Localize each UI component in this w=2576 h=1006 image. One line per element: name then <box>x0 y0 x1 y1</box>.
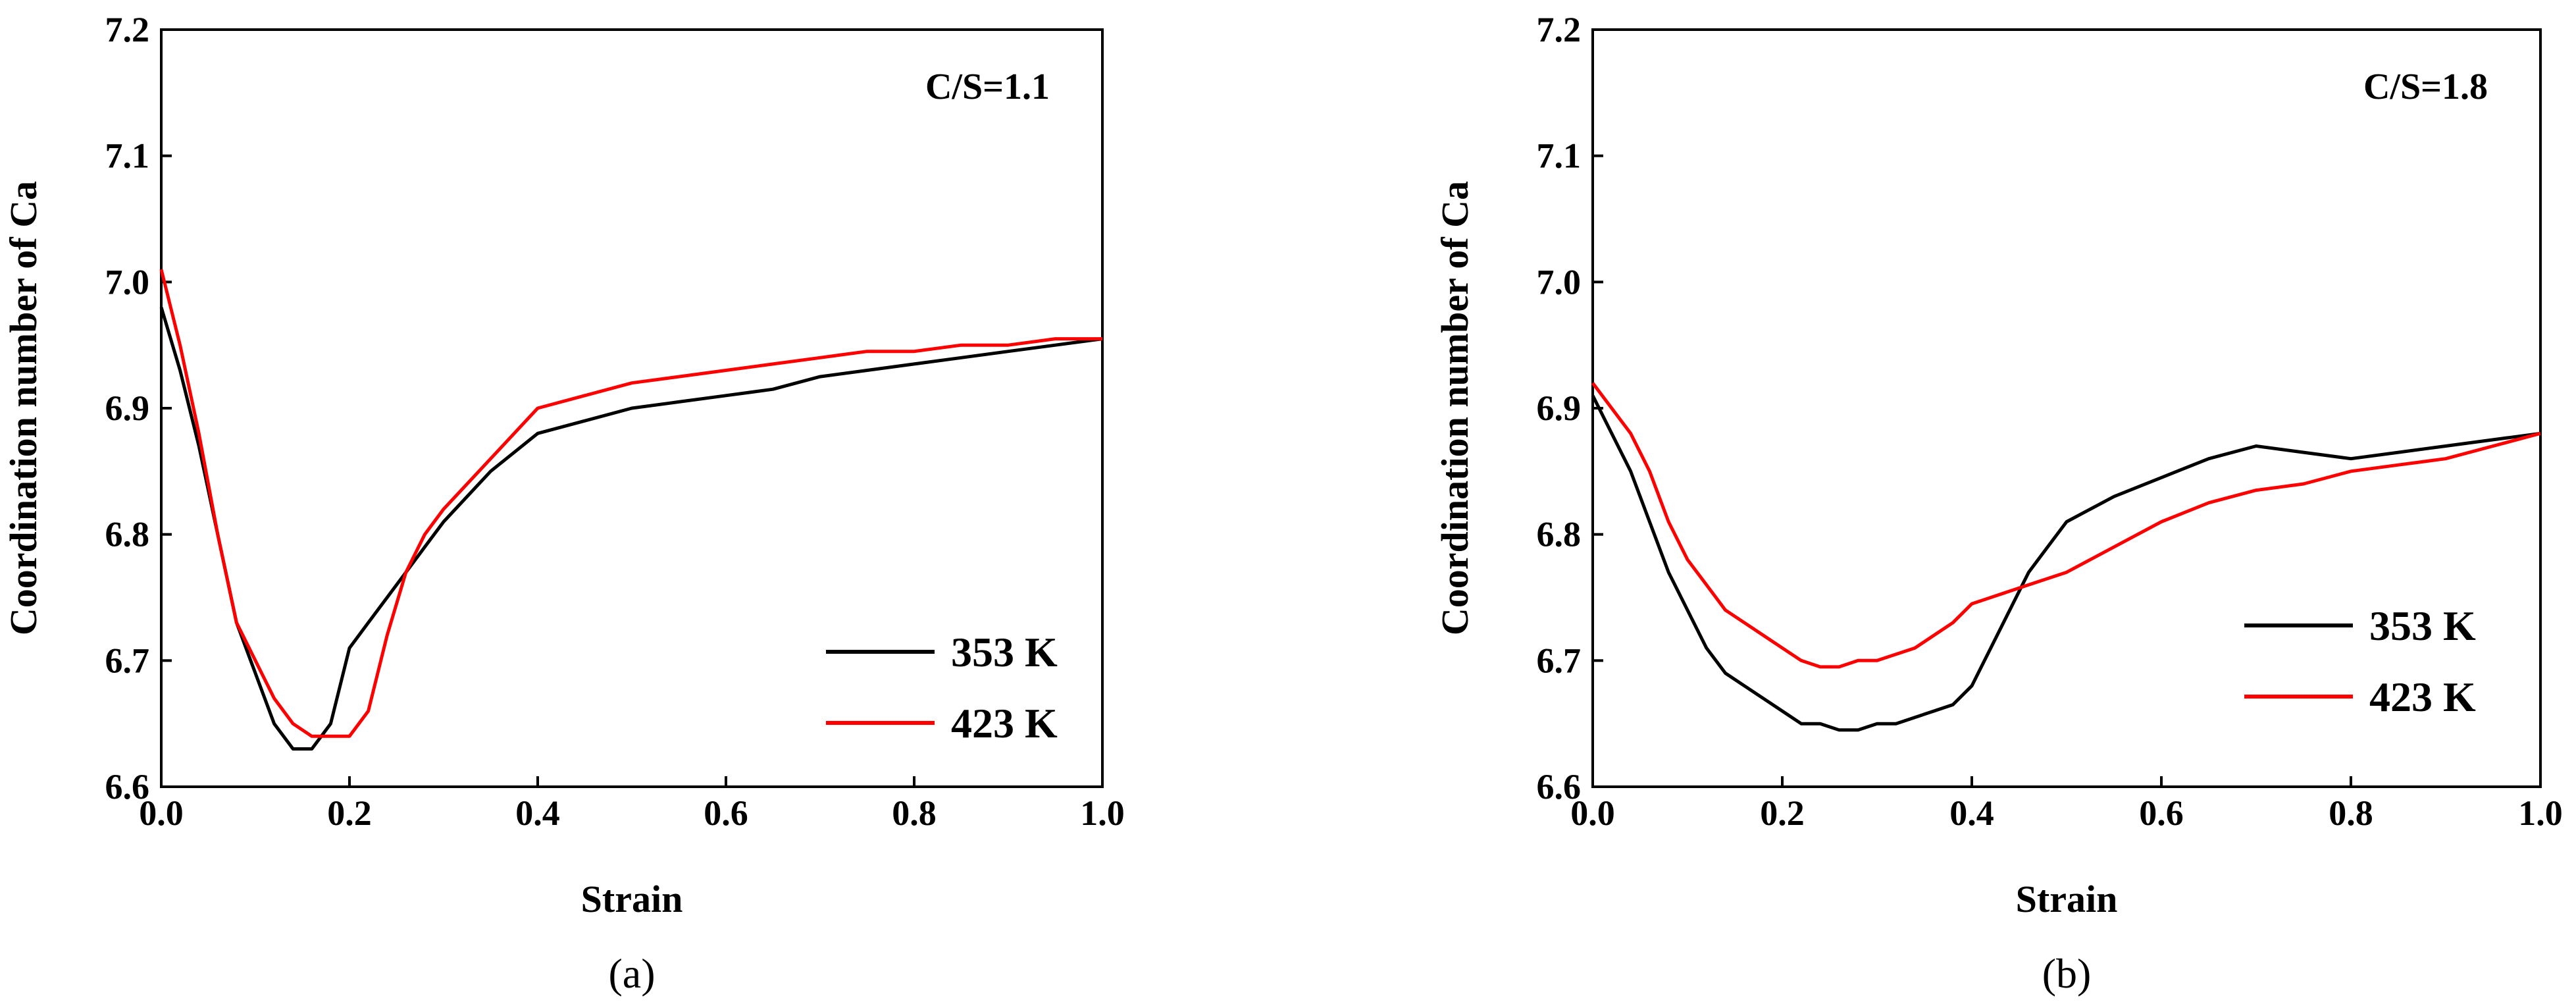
composition-annotation: C/S=1.8 <box>2363 66 2488 107</box>
x-tick-label: 0.2 <box>327 793 372 833</box>
y-tick-label: 7.0 <box>105 262 150 302</box>
panel-a: 0.0 0.2 0.4 0.6 0.8 1.0 6.6 6.7 6.8 6.9 7.0 7.1 7.2 S… <box>2 10 1125 997</box>
x-tick-label: 0.8 <box>2329 793 2373 833</box>
series-line-353-k <box>159 306 1103 751</box>
x-tick-label: 1.0 <box>2518 793 2563 833</box>
y-tick-label: 6.7 <box>1537 641 1582 680</box>
y-axis-title: Coordination number of Ca <box>1433 181 1476 635</box>
series-line-423-k <box>1591 382 2541 669</box>
legend-label: 353 K <box>2369 602 2476 649</box>
y-tick-label: 6.8 <box>105 515 150 554</box>
y-tick-label: 6.6 <box>1537 767 1582 807</box>
legend-label: 353 K <box>951 629 1058 675</box>
x-tick-label: 0.4 <box>1949 793 1994 833</box>
x-tick-label: 0.8 <box>892 793 937 833</box>
y-tick-label: 7.0 <box>1537 262 1582 302</box>
y-tick-label: 7.2 <box>105 10 150 49</box>
legend-label: 423 K <box>951 700 1058 747</box>
x-axis-title: Strain <box>581 878 683 920</box>
series-line-423-k <box>159 269 1102 738</box>
y-tick-label: 7.1 <box>105 136 150 176</box>
x-axis-title: Strain <box>2016 878 2118 920</box>
x-tick-label: 1.0 <box>1080 793 1125 833</box>
panel-caption: (a) <box>608 950 655 997</box>
x-tick-label: 0.0 <box>139 793 184 833</box>
panel-b: 0.0 0.2 0.4 0.6 0.8 1.0 6.6 6.7 6.8 6.9 7.0 7.1 7.2 S… <box>1433 10 2563 997</box>
y-tick-label: 6.9 <box>105 388 150 428</box>
y-tick-label: 7.1 <box>1537 136 1582 176</box>
x-tick-label: 0.4 <box>515 793 560 833</box>
x-tick-label: 0.2 <box>1760 793 1805 833</box>
x-tick-label: 0.0 <box>1570 793 1615 833</box>
y-tick-label: 6.6 <box>105 767 150 807</box>
y-axis-title: Coordination number of Ca <box>2 181 45 635</box>
y-tick-label: 7.2 <box>1537 10 1582 49</box>
y-tick-label: 6.7 <box>105 641 150 680</box>
y-tick-label: 6.9 <box>1537 388 1582 428</box>
x-tick-label: 0.6 <box>2139 793 2184 833</box>
y-tick-label: 6.8 <box>1537 515 1582 554</box>
series-line-353-k <box>1591 394 2541 732</box>
x-tick-label: 0.6 <box>704 793 748 833</box>
legend-label: 423 K <box>2369 674 2476 720</box>
panel-caption: (b) <box>2042 950 2092 997</box>
composition-annotation: C/S=1.1 <box>925 66 1050 107</box>
